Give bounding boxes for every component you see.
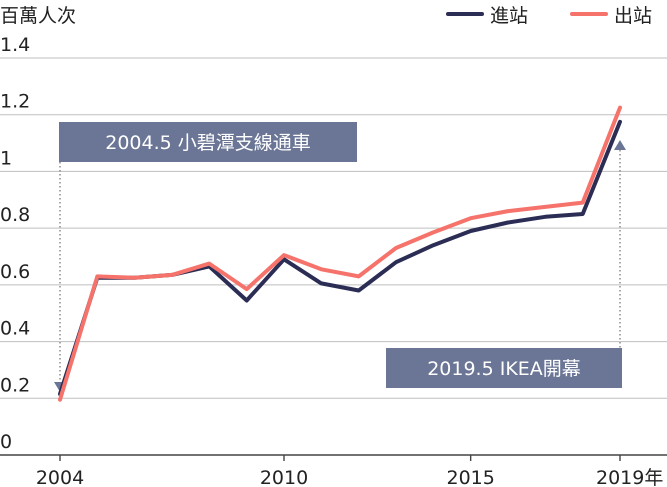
annotations: 2004.5 小碧潭支線通車 2019.5 IKEA開幕 (59, 122, 622, 388)
gridlines (0, 57, 667, 456)
x-tick-label: 2004 (36, 467, 84, 487)
legend: 進站 出站 (446, 5, 652, 27)
y-tick-label: 0.4 (0, 318, 30, 340)
y-axis-unit-label: 百萬人次 (0, 5, 76, 27)
x-axis-ticks: 2004 2010 2015 2019年 (36, 455, 663, 487)
annotation-label: 2019.5 IKEA開幕 (427, 358, 581, 380)
y-tick-label: 1 (0, 147, 12, 169)
y-tick-label: 0.8 (0, 204, 30, 226)
x-tick-label: 2010 (260, 467, 308, 487)
series-line-出站 (58, 105, 622, 402)
annotation-box (386, 348, 622, 388)
legend-label-進站: 進站 (490, 5, 528, 27)
x-tick-label: 2019年 (596, 467, 663, 487)
y-tick-label: 1.4 (0, 34, 30, 56)
y-tick-label: 0.2 (0, 374, 30, 396)
legend-label-出站: 出站 (614, 5, 652, 27)
series-lines (58, 105, 622, 402)
annotation-label: 2004.5 小碧潭支線通車 (105, 132, 311, 154)
x-tick-label: 2015 (446, 467, 494, 487)
annotation-box (59, 122, 357, 162)
y-tick-label: 0 (0, 431, 12, 453)
y-axis-ticks: 0 0.2 0.4 0.6 0.8 1 1.2 1.4 (0, 34, 30, 453)
y-tick-label: 1.2 (0, 91, 30, 113)
annotation-arrow (614, 139, 626, 150)
y-tick-label: 0.6 (0, 261, 30, 283)
